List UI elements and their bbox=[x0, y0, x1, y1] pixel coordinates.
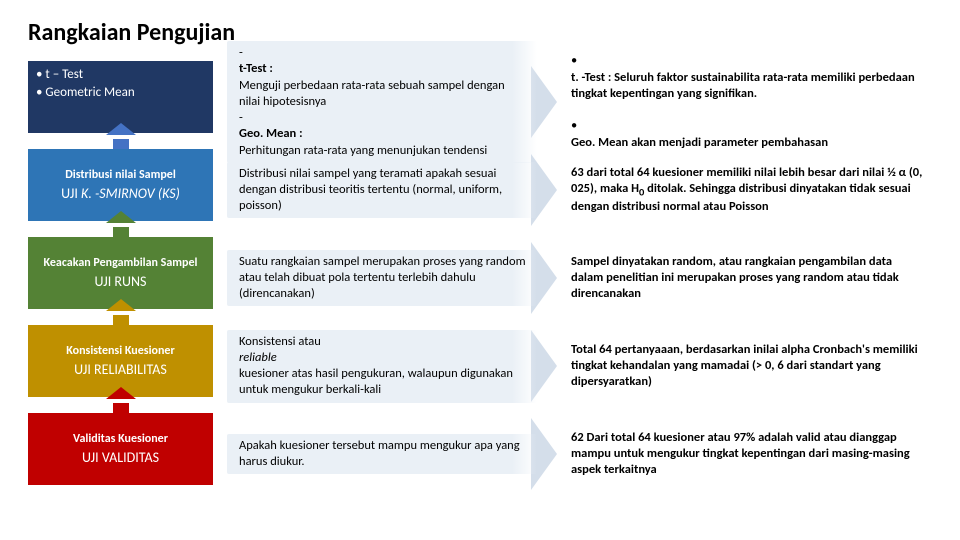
stage-label-2: UJI RUNS bbox=[36, 273, 205, 291]
stage-result: Sampel dinyatakan random, atau rangkaian… bbox=[557, 237, 932, 319]
stage-box: Validitas Kuesioner UJI VALIDITAS bbox=[28, 413, 213, 485]
flow-rows: • t – Test• Geometric Mean-t-Test : Meng… bbox=[28, 61, 932, 495]
stage-description: Konsistensi atau reliable kuesioner atas… bbox=[227, 330, 537, 403]
flow-row: Konsistensi KuesionerUJI RELIABILITASKon… bbox=[28, 325, 932, 407]
flow-row: • t – Test• Geometric Mean-t-Test : Meng… bbox=[28, 61, 932, 143]
stage-label-1: Distribusi nilai Sampel bbox=[36, 168, 205, 183]
flow-arrow-up bbox=[104, 393, 138, 413]
flow-row: Validitas Kuesioner UJI VALIDITAS Apakah k… bbox=[28, 413, 932, 495]
flow-arrow-up bbox=[104, 217, 138, 237]
flow-arrow-up bbox=[104, 305, 138, 325]
flow-row: Distribusi nilai Sampel UJI K. -SMIRNOV (… bbox=[28, 149, 932, 231]
stage-label-1: Keacakan Pengambilan Sampel bbox=[36, 256, 205, 271]
flow-arrow-up bbox=[104, 129, 138, 149]
stage-box: Distribusi nilai Sampel UJI K. -SMIRNOV (… bbox=[28, 149, 213, 221]
stage-label-1: Validitas Kuesioner bbox=[36, 432, 205, 447]
stage-description: Apakah kuesioner tersebut mampu mengukur… bbox=[227, 434, 537, 475]
stage-description: Distribusi nilai sampel yang teramati ap… bbox=[227, 162, 537, 219]
stage-label-1: • t – Test bbox=[36, 67, 205, 83]
stage-result: 62 Dari total 64 kuesioner atau 97% adal… bbox=[557, 413, 932, 495]
stage-result: Total 64 pertanyaaan, berdasarkan inilai… bbox=[557, 325, 932, 407]
stage-box: Konsistensi Kuesioner UJI RELIABILITAS bbox=[28, 325, 213, 397]
stage-description: -t-Test : Menguji perbedaan rata-rata se… bbox=[227, 41, 537, 163]
stage-label-1: Konsistensi Kuesioner bbox=[36, 344, 205, 359]
stage-label-2: • Geometric Mean bbox=[36, 85, 205, 101]
stage-label-2: UJI RELIABILITAS bbox=[36, 361, 205, 379]
stage-box: • t – Test • Geometric Mean bbox=[28, 61, 213, 133]
stage-description: Suatu rangkaian sampel merupakan proses … bbox=[227, 250, 537, 307]
stage-box: Keacakan Pengambilan Sampel UJI RUNS bbox=[28, 237, 213, 309]
stage-result: • t. -Test : Seluruh faktor sustainabili… bbox=[557, 61, 932, 143]
flow-row: Keacakan Pengambilan Sampel UJI RUNS Suatu… bbox=[28, 237, 932, 319]
stage-label-2: UJI K. -SMIRNOV (KS) bbox=[36, 185, 205, 203]
stage-result: 63 dari total 64 kuesioner memiliki nila… bbox=[557, 149, 932, 231]
stage-label-2: UJI VALIDITAS bbox=[36, 449, 205, 467]
